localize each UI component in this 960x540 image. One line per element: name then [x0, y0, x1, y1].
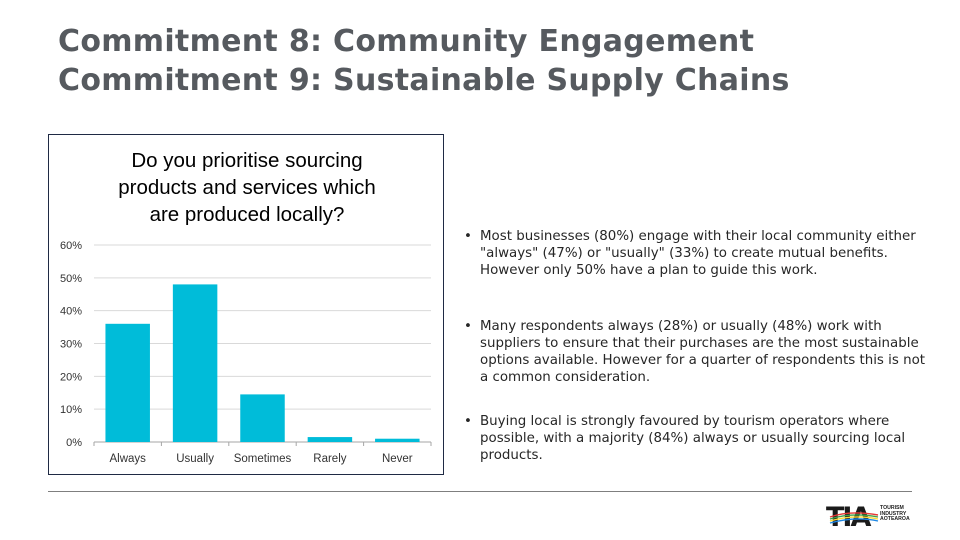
- logo-text-line: AOTEAROA: [880, 516, 910, 523]
- y-tick-label: 0%: [66, 437, 82, 449]
- logo-text: TOURISM INDUSTRY AOTEAROA: [880, 505, 910, 523]
- chart-container: Do you prioritise sourcing products and …: [48, 134, 444, 475]
- y-tick-label: 50%: [60, 273, 82, 285]
- logo-swoosh-icon: [829, 516, 879, 522]
- bar-always: [105, 323, 150, 442]
- x-tick-label: Sometimes: [234, 453, 292, 465]
- bullet-dot: •: [464, 319, 472, 334]
- bullet-item: • Most businesses (80%) engage with thei…: [464, 228, 934, 279]
- bar-usually: [172, 284, 218, 442]
- bullet-dot: •: [464, 229, 472, 244]
- chart-title-line-3: are produced locally?: [150, 203, 345, 226]
- bar-rarely: [307, 437, 353, 442]
- x-tick-label: Usually: [176, 453, 214, 465]
- bullet-text: Many respondents always (28%) or usually…: [480, 319, 926, 385]
- bullet-dot: •: [464, 414, 472, 429]
- logo-text-line: INDUSTRY: [880, 510, 907, 517]
- footer-divider: [48, 491, 912, 492]
- y-tick-label: 10%: [60, 404, 82, 416]
- bar-chart: Do you prioritise sourcing products and …: [60, 149, 432, 465]
- tia-logo: TIA: [826, 502, 879, 530]
- slide-title: Commitment 8: Community Engagement Commi…: [58, 22, 790, 100]
- bar-never: [375, 438, 420, 442]
- logo-swoosh-icon: [829, 514, 879, 520]
- y-tick-label: 60%: [60, 240, 82, 252]
- x-tick-label: Never: [382, 453, 413, 465]
- title-line-2: Commitment 9: Sustainable Supply Chains: [58, 63, 790, 98]
- x-tick-label: Always: [109, 453, 146, 465]
- logo-swoosh-icon: [829, 512, 879, 518]
- chart-title-line-1: Do you prioritise sourcing: [131, 149, 362, 172]
- y-tick-label: 30%: [60, 339, 82, 351]
- bar-sometimes: [240, 394, 285, 442]
- bullet-text: Buying local is strongly favoured by tou…: [480, 414, 906, 463]
- logo-swoosh-icon: [829, 518, 879, 524]
- y-tick-label: 20%: [60, 371, 82, 383]
- bullet-item: • Buying local is strongly favoured by t…: [464, 413, 934, 464]
- chart-title-line-2: products and services which: [118, 176, 376, 199]
- logo-text-line: TOURISM: [880, 505, 904, 511]
- bullet-item: • Many respondents always (28%) or usual…: [464, 318, 934, 386]
- title-line-1: Commitment 8: Community Engagement: [58, 24, 755, 59]
- x-tick-label: Rarely: [313, 453, 346, 465]
- y-tick-label: 40%: [60, 306, 82, 318]
- bullet-text: Most businesses (80%) engage with their …: [480, 229, 916, 278]
